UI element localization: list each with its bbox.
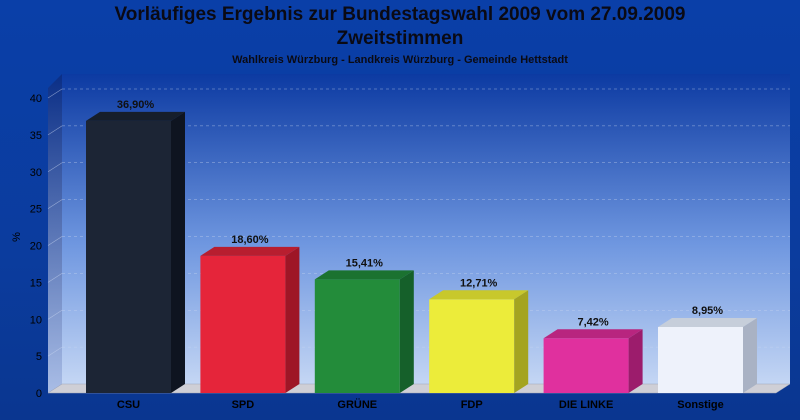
bar-0 [86, 120, 171, 394]
y-tick-label: 20 [30, 241, 42, 253]
bar-side-5 [743, 317, 757, 393]
x-tick-label: Sonstige [677, 399, 723, 411]
data-label: 18,60% [231, 234, 269, 246]
y-tick-label: 35 [30, 130, 42, 142]
y-tick-label: 40 [30, 93, 42, 105]
x-tick-label: SPD [232, 399, 255, 411]
x-tick-label: CSU [117, 399, 140, 411]
y-tick-label: 15 [30, 277, 42, 289]
x-tick-label: DIE LINKE [559, 399, 613, 411]
bar-top-5 [658, 317, 757, 327]
gridline-side [47, 199, 63, 209]
data-label: 7,42% [577, 316, 608, 328]
bar-3 [429, 299, 515, 393]
bar-side-3 [514, 290, 529, 393]
bar-side-2 [399, 270, 414, 393]
plot-side-wall [48, 74, 62, 393]
bar-top-4 [543, 329, 643, 339]
x-tick-label: FDP [461, 399, 483, 411]
data-label: 12,71% [460, 277, 498, 289]
gridline-side [47, 125, 63, 136]
data-label: 36,90% [117, 99, 155, 111]
bar-side-0 [171, 111, 185, 394]
bar-side-4 [628, 329, 643, 393]
gridline-side [47, 346, 63, 357]
y-tick-label: 10 [30, 314, 42, 326]
bar-top-3 [429, 290, 529, 300]
gridline-side [47, 162, 63, 173]
gridline-side [47, 88, 63, 99]
bar-top-1 [200, 246, 300, 256]
bar-side-1 [285, 246, 300, 393]
data-label: 15,41% [346, 257, 384, 269]
bar-4 [543, 338, 629, 393]
bar-2 [314, 279, 400, 393]
y-tick-label: 25 [30, 204, 42, 216]
gridline-side [47, 236, 63, 246]
bar-1 [200, 255, 286, 393]
bar-top-0 [86, 111, 185, 121]
bar-5 [658, 326, 743, 393]
y-tick-label: 30 [30, 167, 42, 179]
y-axis-label: % [11, 232, 23, 242]
bar-top-2 [314, 270, 414, 280]
x-tick-label: GRÜNE [337, 398, 377, 411]
chart-caption: Wahlkreis Würzburg - Landkreis Würzburg … [232, 54, 568, 66]
chart-subtitle: Zweitstimmen [336, 28, 464, 49]
gridline-side [47, 273, 63, 283]
gridline-side [47, 309, 63, 320]
data-label: 8,95% [692, 305, 723, 317]
chart-title: Vorläufiges Ergebnis zur Bundestagswahl … [114, 4, 686, 25]
y-tick-label: 0 [36, 388, 42, 400]
y-tick-label: 5 [36, 351, 42, 363]
